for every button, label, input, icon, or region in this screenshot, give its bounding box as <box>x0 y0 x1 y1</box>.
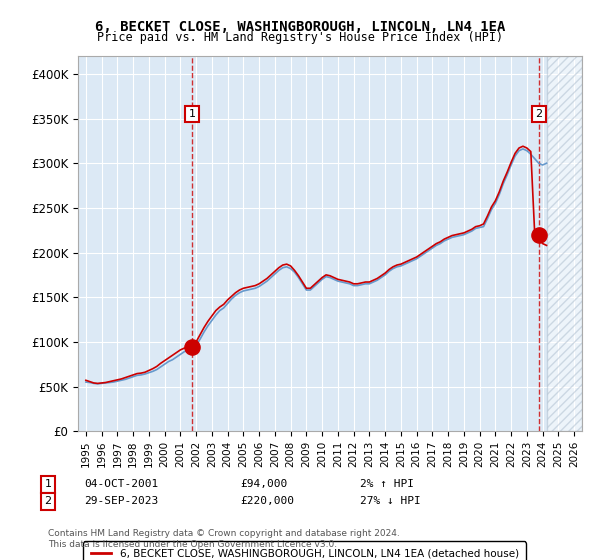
Text: 1: 1 <box>44 479 52 489</box>
Text: Price paid vs. HM Land Registry's House Price Index (HPI): Price paid vs. HM Land Registry's House … <box>97 31 503 44</box>
Text: 29-SEP-2023: 29-SEP-2023 <box>84 496 158 506</box>
Text: £94,000: £94,000 <box>240 479 287 489</box>
Text: 2: 2 <box>535 109 542 119</box>
Text: £220,000: £220,000 <box>240 496 294 506</box>
Text: 27% ↓ HPI: 27% ↓ HPI <box>360 496 421 506</box>
Text: Contains HM Land Registry data © Crown copyright and database right 2024.: Contains HM Land Registry data © Crown c… <box>48 529 400 538</box>
Text: 1: 1 <box>188 109 196 119</box>
Point <box>187 343 197 352</box>
Text: 04-OCT-2001: 04-OCT-2001 <box>84 479 158 489</box>
Bar <box>547 56 582 431</box>
Legend: 6, BECKET CLOSE, WASHINGBOROUGH, LINCOLN, LN4 1EA (detached house), HPI: Average: 6, BECKET CLOSE, WASHINGBOROUGH, LINCOLN… <box>83 542 526 560</box>
Text: 6, BECKET CLOSE, WASHINGBOROUGH, LINCOLN, LN4 1EA: 6, BECKET CLOSE, WASHINGBOROUGH, LINCOLN… <box>95 20 505 34</box>
Point <box>534 230 544 239</box>
Text: This data is licensed under the Open Government Licence v3.0.: This data is licensed under the Open Gov… <box>48 540 337 549</box>
Text: 2: 2 <box>44 496 52 506</box>
Text: 2% ↑ HPI: 2% ↑ HPI <box>360 479 414 489</box>
